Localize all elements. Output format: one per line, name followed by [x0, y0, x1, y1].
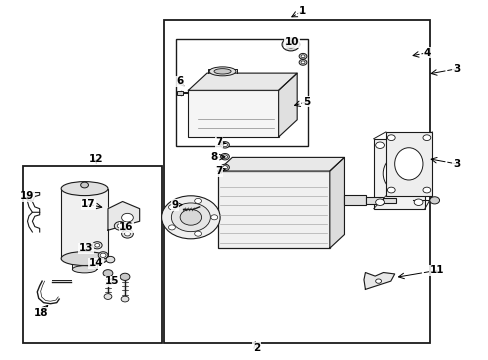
- Circle shape: [429, 197, 439, 204]
- Circle shape: [103, 270, 113, 277]
- Circle shape: [194, 231, 201, 236]
- Circle shape: [100, 253, 106, 257]
- Ellipse shape: [383, 156, 414, 192]
- Circle shape: [413, 199, 422, 206]
- Circle shape: [168, 205, 175, 210]
- Text: 19: 19: [20, 191, 34, 201]
- Text: 1: 1: [298, 6, 305, 17]
- Polygon shape: [188, 73, 297, 90]
- Bar: [61, 189, 108, 258]
- Text: 4: 4: [423, 48, 430, 58]
- Polygon shape: [329, 157, 344, 248]
- Circle shape: [375, 279, 381, 283]
- Text: 2: 2: [253, 343, 260, 353]
- Circle shape: [120, 273, 130, 280]
- Circle shape: [104, 294, 112, 300]
- Circle shape: [301, 55, 305, 58]
- Circle shape: [114, 222, 126, 230]
- Text: 17: 17: [81, 199, 96, 210]
- Bar: [373, 139, 424, 209]
- Text: 7: 7: [215, 166, 223, 176]
- Circle shape: [92, 242, 102, 249]
- Circle shape: [413, 142, 422, 148]
- Circle shape: [168, 225, 175, 230]
- Circle shape: [117, 224, 123, 228]
- Circle shape: [122, 213, 133, 222]
- Polygon shape: [108, 202, 140, 230]
- Text: 12: 12: [89, 154, 103, 164]
- Circle shape: [180, 210, 201, 225]
- Circle shape: [171, 203, 210, 231]
- Circle shape: [222, 166, 227, 169]
- Text: 6: 6: [176, 76, 183, 86]
- Text: 3: 3: [452, 159, 459, 169]
- Bar: [344, 195, 366, 205]
- Circle shape: [422, 135, 430, 140]
- Circle shape: [220, 164, 229, 171]
- Bar: [72, 258, 97, 269]
- Text: 16: 16: [119, 222, 134, 232]
- Circle shape: [301, 61, 305, 64]
- Text: 18: 18: [33, 308, 48, 318]
- Circle shape: [285, 41, 295, 48]
- Circle shape: [210, 215, 217, 220]
- Circle shape: [299, 59, 306, 65]
- Bar: [177, 91, 183, 95]
- Ellipse shape: [61, 252, 108, 266]
- Bar: [217, 171, 329, 248]
- Circle shape: [98, 252, 108, 259]
- Polygon shape: [363, 273, 394, 289]
- Circle shape: [220, 153, 229, 160]
- Text: 15: 15: [104, 276, 119, 286]
- Text: 9: 9: [171, 200, 179, 210]
- Text: 14: 14: [89, 258, 103, 268]
- Text: 5: 5: [302, 97, 309, 107]
- Circle shape: [222, 155, 227, 158]
- Circle shape: [161, 196, 220, 239]
- Circle shape: [81, 182, 88, 188]
- Text: 11: 11: [429, 265, 444, 275]
- Circle shape: [106, 256, 115, 263]
- Circle shape: [386, 187, 394, 193]
- Text: 10: 10: [285, 37, 299, 47]
- Circle shape: [194, 198, 201, 203]
- Ellipse shape: [214, 69, 231, 74]
- Text: 3: 3: [452, 64, 459, 74]
- Polygon shape: [217, 157, 344, 171]
- Ellipse shape: [394, 148, 422, 180]
- Circle shape: [124, 231, 130, 236]
- Circle shape: [121, 296, 129, 302]
- Circle shape: [375, 199, 384, 206]
- Bar: [22, 166, 161, 343]
- Text: 8: 8: [210, 152, 218, 162]
- Ellipse shape: [72, 266, 97, 273]
- Bar: [366, 197, 383, 204]
- Ellipse shape: [61, 181, 108, 195]
- Ellipse shape: [209, 67, 236, 76]
- Circle shape: [299, 53, 306, 59]
- Circle shape: [95, 243, 100, 247]
- Circle shape: [422, 187, 430, 193]
- Bar: [383, 198, 395, 203]
- Bar: [385, 132, 431, 196]
- Circle shape: [386, 135, 394, 140]
- Bar: [163, 21, 429, 343]
- Circle shape: [375, 142, 384, 148]
- Text: 13: 13: [79, 243, 93, 253]
- Circle shape: [222, 143, 227, 147]
- Text: 7: 7: [215, 138, 223, 147]
- Bar: [176, 39, 307, 146]
- Polygon shape: [278, 73, 297, 137]
- Circle shape: [282, 38, 299, 51]
- Circle shape: [220, 141, 229, 148]
- Circle shape: [122, 229, 133, 238]
- Bar: [188, 90, 278, 137]
